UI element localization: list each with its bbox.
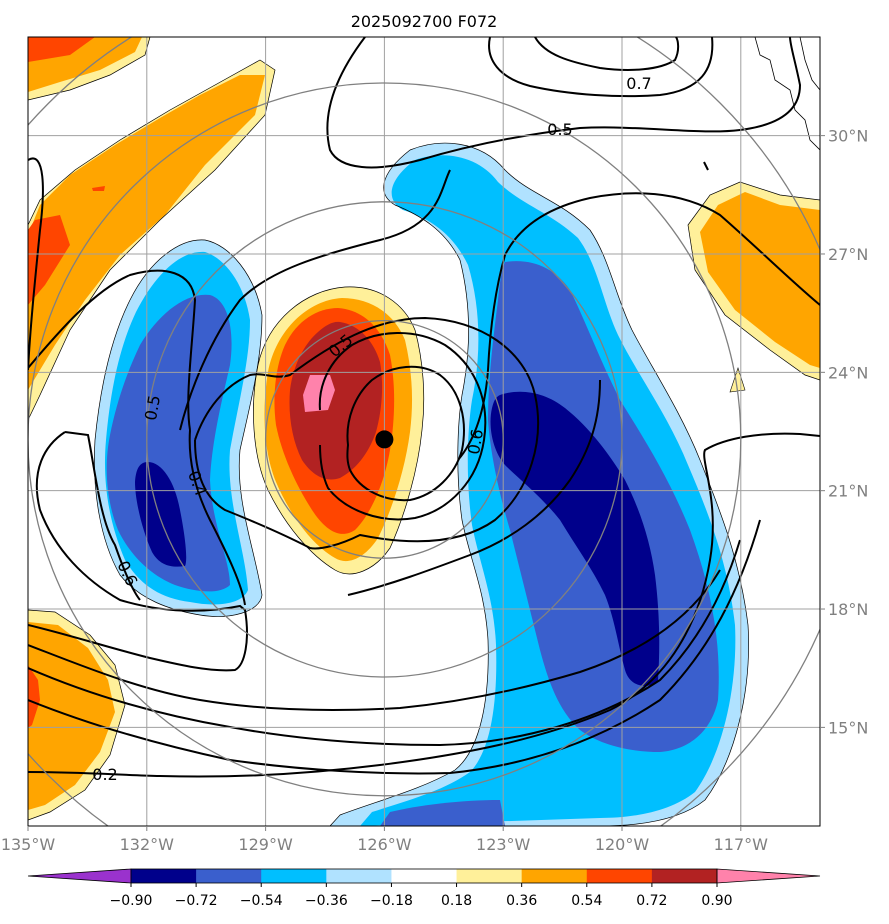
contour-lines xyxy=(28,37,820,778)
range-ring xyxy=(28,82,742,797)
shade-east-edge xyxy=(688,182,820,393)
y-axis-ticks: 30°N 27°N 24°N 21°N 18°N 15°N xyxy=(820,127,868,737)
colorbar-tick-label: 0.36 xyxy=(506,893,537,909)
colorbar-tick-label: −0.72 xyxy=(175,893,218,909)
x-tick-label: 132°W xyxy=(120,835,175,854)
y-tick-label: 27°N xyxy=(828,245,868,264)
colorbar-tick-label: −0.18 xyxy=(370,893,413,909)
colorbar: −0.90 −0.72 −0.54 −0.36 −0.18 0.18 0.36 0.54 0.7… xyxy=(27,868,821,909)
colorbar-bin xyxy=(651,869,718,883)
y-tick-label: 21°N xyxy=(828,482,868,501)
shade-storm-positive xyxy=(253,286,424,574)
colorbar-bin xyxy=(326,869,392,883)
map-frame xyxy=(27,36,821,827)
colorbar-bin xyxy=(456,869,523,883)
colorbar-bin xyxy=(521,869,588,883)
colorbar-tick-label: 0.90 xyxy=(701,893,732,909)
colorbar-bin xyxy=(586,869,653,883)
colorbar-extend-min xyxy=(27,868,132,884)
contour-label: 0.6 xyxy=(464,428,487,456)
colorbar-bin xyxy=(131,869,197,883)
y-tick-label: 18°N xyxy=(828,600,868,619)
x-tick-label: 123°W xyxy=(476,835,531,854)
storm-center-marker xyxy=(375,430,394,449)
y-tick-label: 24°N xyxy=(828,363,868,382)
colorbar-tick-label: 0.18 xyxy=(441,893,472,909)
colorbar-bin xyxy=(196,869,262,883)
range-rings xyxy=(28,37,820,826)
x-axis-ticks: 135°W 132°W 129°W 126°W 123°W 120°W 117°W xyxy=(1,826,768,854)
colorbar-tick-label: 0.54 xyxy=(571,893,602,909)
contour-label: 0.5 xyxy=(547,120,572,139)
contour-label: 0.7 xyxy=(626,74,651,93)
colorbar-extend-max xyxy=(716,868,821,884)
x-tick-label: 117°W xyxy=(714,835,769,854)
contour-label: 0.5 xyxy=(141,394,164,422)
x-tick-label: 135°W xyxy=(1,835,56,854)
map-area: 0.7 0.5 0.5 0.5 0.6 0.4 0.6 0.2 xyxy=(28,37,820,826)
y-tick-label: 15°N xyxy=(828,718,868,737)
x-tick-label: 129°W xyxy=(238,835,293,854)
colorbar-bin xyxy=(391,869,458,883)
shade-southwest-corner xyxy=(28,610,125,820)
colorbar-tick-label: −0.54 xyxy=(240,893,283,909)
x-tick-label: 120°W xyxy=(595,835,650,854)
shade-northwest-top xyxy=(28,37,150,100)
colorbar-tick-label: −0.36 xyxy=(305,893,348,909)
range-ring xyxy=(146,201,623,678)
y-tick-label: 30°N xyxy=(828,127,868,146)
chart-title: 2025092700 F072 xyxy=(351,12,498,31)
colorbar-bin xyxy=(261,869,327,883)
coastline xyxy=(754,37,820,151)
colorbar-tick-label: −0.90 xyxy=(110,893,153,909)
range-ring xyxy=(264,319,504,559)
contour-label: 0.2 xyxy=(92,765,117,784)
colorbar-tick-label: 0.72 xyxy=(636,893,667,909)
colorbar-outline xyxy=(130,868,718,884)
x-tick-label: 126°W xyxy=(357,835,412,854)
